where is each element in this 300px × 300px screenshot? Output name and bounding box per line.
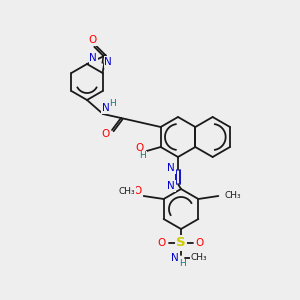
Text: O: O [158, 238, 166, 248]
Text: O: O [88, 35, 97, 46]
Text: O: O [102, 129, 110, 139]
Text: CH₃: CH₃ [224, 191, 241, 200]
Text: O: O [136, 143, 144, 153]
Text: O: O [196, 238, 204, 248]
Text: CH₃: CH₃ [191, 254, 207, 262]
Text: N: N [102, 103, 110, 113]
Text: N: N [171, 253, 179, 263]
Text: O: O [134, 186, 142, 196]
Text: N: N [167, 181, 175, 191]
Text: S: S [176, 236, 186, 250]
Text: N: N [167, 163, 175, 173]
Text: H: H [139, 152, 146, 160]
Text: N: N [89, 53, 97, 63]
Text: N: N [104, 57, 112, 67]
Text: H: H [180, 260, 186, 268]
Text: H: H [110, 100, 116, 109]
Text: CH₃: CH₃ [118, 187, 135, 196]
